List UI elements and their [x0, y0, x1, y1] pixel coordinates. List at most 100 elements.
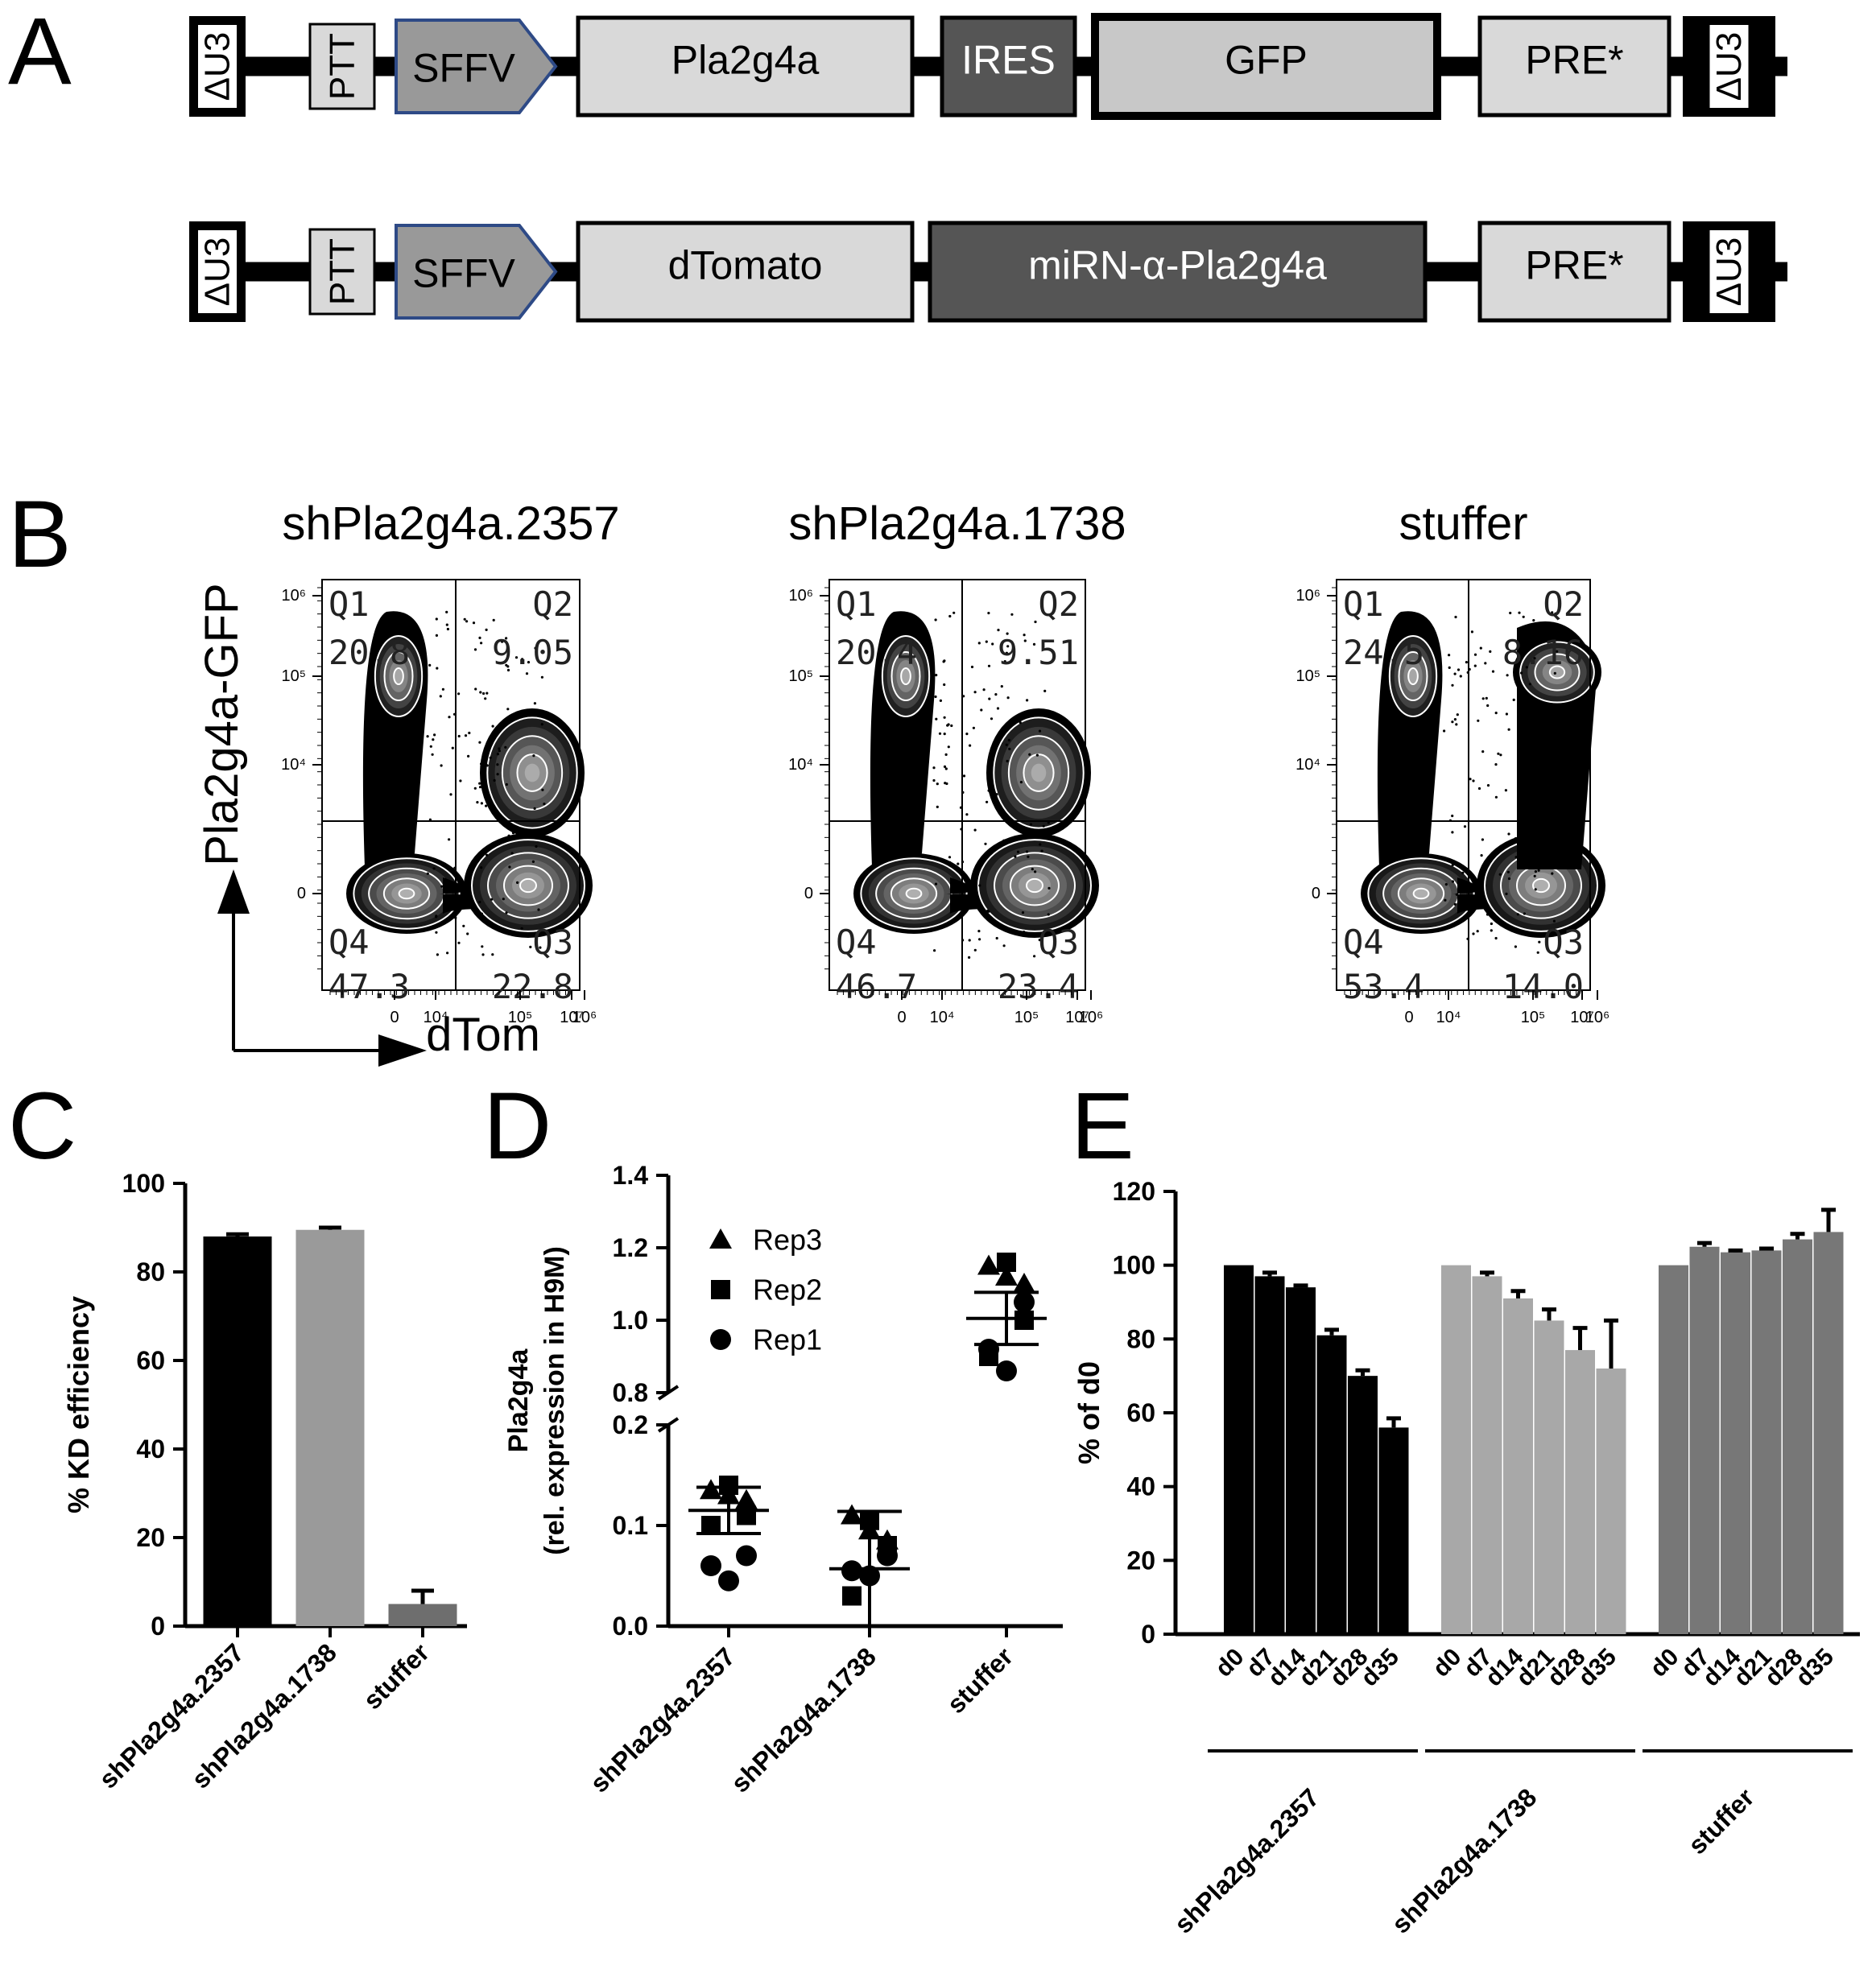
- event-dot: [986, 800, 989, 803]
- event-dot: [481, 953, 485, 956]
- event-dot: [1014, 855, 1017, 858]
- density-contour: [1031, 763, 1047, 782]
- event-dot: [948, 856, 952, 859]
- event-dot: [1520, 816, 1523, 819]
- event-dot: [1461, 871, 1465, 874]
- y-tick-label: 60: [136, 1346, 165, 1375]
- panel-b: B Pla2g4a-GFP dTom shPla2g4a.2357 Q1 20.8 Q2 9…: [0, 451, 1876, 1079]
- panel-letter: A: [8, 0, 72, 105]
- event-dot: [435, 617, 438, 621]
- event-dot: [540, 675, 544, 679]
- y-axis-label: % of d0: [1072, 1361, 1105, 1464]
- element-label: Pla2g4a: [671, 38, 820, 83]
- event-dot: [1518, 611, 1521, 614]
- y-tick-label: 80: [1126, 1324, 1155, 1353]
- element-box: [1477, 221, 1671, 323]
- event-dot: [975, 866, 978, 869]
- event-dot: [1533, 874, 1536, 877]
- event-dot: [1477, 719, 1480, 722]
- x-tick-label: 10⁴: [1436, 1009, 1461, 1026]
- event-dot: [540, 723, 543, 726]
- event-dot: [936, 782, 939, 786]
- event-dot: [1000, 927, 1003, 930]
- ltr-label-box: [196, 23, 238, 109]
- construct-row: ΔU3 PTT SFFV dTomato miRN-α-Pla2g4a PRE* ΔU3: [189, 221, 1787, 323]
- event-dot: [1477, 786, 1481, 791]
- density-contour: [1548, 665, 1566, 679]
- bar: [1286, 1287, 1316, 1634]
- y-tick-label: 10⁶: [282, 587, 306, 605]
- y-tick-label: 1.2: [613, 1233, 648, 1262]
- x-arrow-head: [378, 1034, 427, 1067]
- element-label: PRE*: [1525, 38, 1623, 83]
- event-dot: [485, 628, 488, 631]
- q1-label: Q1: [329, 584, 370, 624]
- event-dot: [1002, 839, 1006, 842]
- y-tick-label: 1.0: [613, 1306, 648, 1335]
- q1-value: 20.4: [836, 633, 917, 672]
- event-dot: [943, 733, 946, 736]
- data-point: [977, 1254, 1000, 1275]
- q1-label: Q1: [1343, 584, 1384, 624]
- q3-label: Q3: [1038, 923, 1079, 962]
- event-dot: [998, 807, 1002, 810]
- event-dot: [428, 663, 432, 667]
- event-dot: [486, 853, 489, 857]
- event-dot: [991, 642, 994, 646]
- event-dot: [987, 664, 991, 667]
- event-dot: [944, 753, 948, 756]
- data-point: [1013, 1273, 1035, 1293]
- event-dot: [1035, 753, 1039, 757]
- event-dot: [933, 949, 936, 952]
- bar: [1689, 1246, 1720, 1634]
- event-dot: [505, 782, 508, 786]
- event-dot: [481, 945, 484, 948]
- x-tick-label: 10⁷: [1570, 1009, 1593, 1026]
- y-tick-label: 1.4: [613, 1161, 649, 1190]
- event-dot: [1451, 683, 1454, 687]
- y-tick-label: 20: [1126, 1546, 1155, 1575]
- event-dot: [505, 911, 508, 914]
- event-dot: [1494, 936, 1498, 940]
- event-dot: [969, 893, 973, 896]
- event-dot: [480, 866, 483, 869]
- event-dot: [948, 614, 952, 618]
- event-dot: [507, 834, 510, 837]
- ltr-label: ΔU3: [1709, 32, 1749, 101]
- y-tick-label: 60: [1126, 1398, 1155, 1427]
- ptt-label: PTT: [323, 238, 362, 305]
- dark-element-box: [928, 221, 1428, 323]
- event-dot: [1524, 854, 1527, 858]
- event-dot: [987, 612, 990, 615]
- event-dot: [1494, 712, 1498, 715]
- event-dot: [939, 699, 942, 702]
- event-dot: [1038, 939, 1041, 942]
- event-dot: [535, 844, 538, 848]
- x-tick-label: 10⁴: [424, 1009, 448, 1026]
- panel-e: E 0 20 40 60 80 100 120% of d0 d0 d7 d14 d21 d28 d35…: [1063, 1079, 1876, 1961]
- event-dot: [448, 838, 451, 841]
- event-dot: [441, 687, 445, 691]
- event-dot: [936, 805, 939, 808]
- bar: [1659, 1265, 1688, 1634]
- data-point: [997, 1253, 1016, 1272]
- event-dot: [1528, 683, 1531, 686]
- event-dot: [973, 948, 977, 952]
- event-dot: [1556, 650, 1559, 653]
- ltr-label: ΔU3: [1709, 237, 1749, 307]
- event-dot: [1519, 643, 1522, 646]
- event-dot: [1504, 789, 1507, 792]
- event-dot: [988, 697, 991, 700]
- event-dot: [982, 688, 986, 692]
- event-dot: [483, 753, 486, 757]
- timepoint-label: d35: [1791, 1644, 1839, 1692]
- event-dot: [1498, 873, 1502, 876]
- event-dot: [467, 754, 470, 758]
- event-dot: [1514, 837, 1517, 840]
- event-dot: [1007, 738, 1010, 741]
- x-tick-label: 10⁶: [1585, 1009, 1609, 1026]
- q2-label: Q2: [532, 584, 573, 624]
- bar: [388, 1604, 457, 1626]
- event-dot: [1491, 670, 1495, 673]
- flow-plot: shPla2g4a.1738Q120.4Q29.51Q446.7Q323.410…: [788, 497, 1126, 1026]
